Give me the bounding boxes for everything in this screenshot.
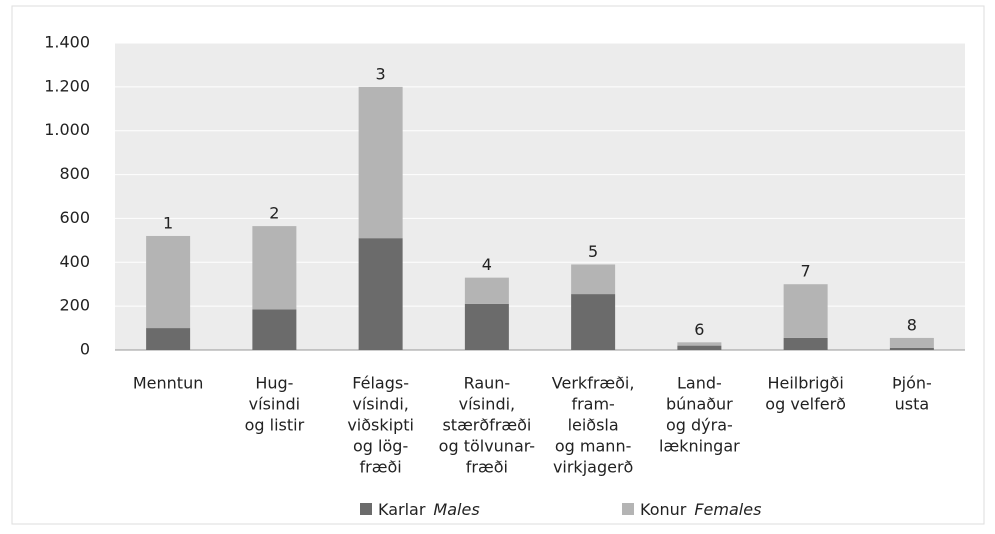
bar-segment [252, 309, 297, 350]
x-tick-label: Heilbrigði [767, 374, 843, 393]
bar-number: 8 [907, 315, 917, 334]
bar-segment [146, 328, 191, 350]
x-tick-label: og dýra- [666, 416, 733, 435]
x-tick-label: Menntun [133, 374, 203, 393]
x-tick-label: Land- [677, 374, 722, 393]
x-tick-label: stærðfræði [442, 416, 531, 435]
x-tick-label: og velferð [765, 395, 846, 414]
bar-segment [252, 226, 297, 310]
x-tick-label: og tölvunar- [439, 437, 535, 456]
bar-segment [146, 235, 191, 329]
x-tick-label: vísindi [249, 395, 300, 414]
bar-segment [571, 264, 616, 295]
x-tick-label: og lög- [353, 437, 408, 456]
bar-segment [889, 347, 934, 350]
x-tick-label: Hug- [255, 374, 293, 393]
bar-number: 7 [801, 262, 811, 281]
bar-segment [677, 342, 722, 346]
legend-swatch [360, 503, 372, 515]
y-tick-label: 800 [59, 164, 90, 183]
x-tick-label: Raun- [464, 374, 511, 393]
bar-number: 6 [694, 320, 704, 339]
x-tick-label: vísindi, [352, 395, 409, 414]
bar-number: 3 [376, 64, 386, 83]
legend-label: Karlar Males [378, 500, 480, 519]
y-tick-label: 0 [80, 340, 90, 359]
x-tick-label: fram- [571, 395, 614, 414]
bar-segment [464, 277, 509, 304]
bar-number: 2 [269, 204, 279, 223]
bar-segment [783, 337, 828, 350]
x-tick-label: usta [895, 395, 930, 414]
x-tick-label: og mann- [555, 437, 631, 456]
y-tick-label: 1.000 [44, 120, 90, 139]
x-tick-label: Félags- [352, 374, 409, 393]
bar-segment [677, 345, 722, 350]
bar-segment [889, 337, 934, 348]
bar-segment [358, 238, 403, 350]
x-tick-label: lækningar [659, 437, 740, 456]
y-tick-label: 1.200 [44, 76, 90, 95]
y-tick-label: 600 [59, 208, 90, 227]
bar-segment [571, 294, 616, 350]
legend-name: Karlar [378, 500, 426, 519]
legend-label: Konur Females [640, 500, 761, 519]
x-tick-label: og listir [245, 416, 305, 435]
x-tick-label: Þjón- [892, 374, 932, 393]
y-tick-label: 400 [59, 252, 90, 271]
legend-name-en: Males [433, 500, 479, 519]
x-tick-label: leiðsla [568, 416, 619, 435]
bar-segment [358, 86, 403, 239]
x-tick-label: viðskipti [347, 416, 414, 435]
legend-name: Konur [640, 500, 687, 519]
x-tick-label: virkjagerð [553, 458, 633, 477]
legend-name-en: Females [694, 500, 761, 519]
bar-segment [464, 303, 509, 350]
bar-number: 4 [482, 255, 492, 274]
x-tick-label: fræði [360, 458, 402, 477]
x-tick-label: Verkfræði, [552, 374, 635, 393]
y-tick-label: 200 [59, 296, 90, 315]
bar-number: 5 [588, 242, 598, 261]
plot-area [115, 43, 965, 350]
x-tick-label: fræði [466, 458, 508, 477]
legend-swatch [622, 503, 634, 515]
x-tick-label: búnaður [666, 395, 733, 414]
x-tick-label: vísindi, [459, 395, 516, 414]
bar-segment [783, 284, 828, 338]
bar-number: 1 [163, 213, 173, 232]
y-tick-label: 1.400 [44, 33, 90, 52]
